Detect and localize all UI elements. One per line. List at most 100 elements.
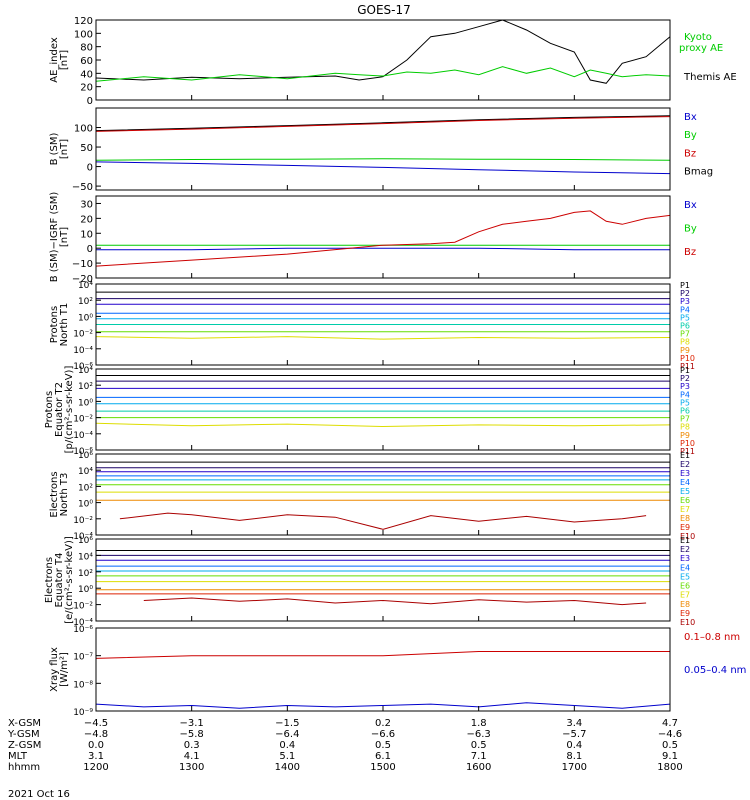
protons-t1-legend-P6: P6	[680, 322, 690, 331]
protons-t1-ytick-label: 10²	[78, 297, 93, 307]
ae-ytick-label: 20	[80, 83, 93, 94]
x-axis-value: 0.5	[662, 740, 678, 751]
protons-t2-legend-P11: P11	[680, 447, 695, 456]
bsm-legend-Bz: Bz	[684, 148, 696, 159]
x-axis-row-label: Z-GSM	[8, 740, 41, 751]
bsm-frame	[95, 107, 671, 191]
x-axis-value: 1200	[83, 762, 108, 773]
bdiff-ylabel: B (SM)−IGRF (SM)	[49, 192, 60, 283]
ae-series-0	[96, 20, 670, 84]
panel-electrons-t4: 10⁶ 10⁴ 10² 10⁰ 10⁻² 10⁻⁴ Electrons Equator T4[…	[44, 536, 695, 628]
protons-t1-ylabel: North T1	[59, 303, 70, 347]
panel-bdiff: −20 −10 0 10 20 30 B (SM)−IGRF (SM) [nT] Bx By Bz	[49, 192, 697, 285]
protons-t2-legend-P5: P5	[680, 398, 690, 407]
x-axis-value: −5.8	[180, 729, 204, 740]
protons-t1-legend-P4: P4	[680, 305, 690, 314]
x-axis-value: −4.6	[658, 729, 682, 740]
protons-t2-ytick-label: 10⁻⁴	[73, 431, 93, 441]
x-axis-value: 0.5	[471, 740, 487, 751]
plot-title: GOES-17	[357, 3, 411, 17]
protons-t1-legend-P2: P2	[680, 289, 690, 298]
electrons-t4-legend-E9: E9	[680, 609, 690, 618]
protons-t2-ylabel: [p/(cm²-s-sr-keV)]	[64, 366, 75, 454]
x-axis-value: −6.3	[467, 729, 491, 740]
xray-ytick-label: 10⁻⁶	[73, 625, 93, 635]
x-axis-value: 1400	[275, 762, 300, 773]
protons-t2-legend-P6: P6	[680, 407, 690, 416]
electrons-t4-ytick-label: 10⁴	[78, 552, 93, 562]
x-axis-value: −5.7	[562, 729, 586, 740]
ae-ytick-label: 0	[87, 96, 93, 107]
bsm-ytick-label: −50	[72, 182, 93, 193]
panel-protons-t2: 10⁴ 10² 10⁰ 10⁻² 10⁻⁴ 10⁻⁶ Protons Equator T2 [p…	[44, 366, 695, 457]
bdiff-ytick-label: −20	[72, 274, 93, 285]
protons-t1-legend-P11: P11	[680, 362, 695, 371]
xray-frame	[95, 627, 671, 712]
protons-t1-ytick-label: 10⁻²	[73, 330, 93, 340]
electrons-t3-legend-E3: E3	[680, 469, 690, 478]
ae-ytick-label: 120	[74, 16, 93, 27]
x-axis-value: 4.7	[662, 718, 678, 729]
bdiff-frame	[95, 195, 671, 279]
electrons-t3-series-8	[119, 512, 647, 530]
protons-t1-ytick-label: 10⁻⁴	[73, 346, 93, 356]
electrons-t3-frame	[95, 453, 671, 536]
bsm-series-3	[96, 161, 670, 175]
electrons-t3-legend-E2: E2	[680, 460, 690, 469]
electrons-t3-legend-E8: E8	[680, 514, 690, 523]
x-axis-value: 0.2	[375, 718, 391, 729]
bdiff-legend-Bz: Bz	[684, 247, 696, 258]
ae-frame	[95, 19, 671, 101]
protons-t2-ytick-label: 10⁰	[78, 398, 93, 408]
bsm-ylabel: [nT]	[59, 139, 70, 159]
bdiff-ytick-label: 10	[80, 229, 93, 240]
protons-t2-legend-P4: P4	[680, 390, 690, 399]
electrons-t4-legend-E2: E2	[680, 545, 690, 554]
electrons-t4-series-9	[143, 597, 647, 606]
bdiff-ytick-label: −10	[72, 259, 93, 270]
bdiff-series-1	[96, 247, 670, 251]
electrons-t4-ylabel: Equator T4	[54, 553, 65, 608]
ae-ytick-label: 40	[80, 69, 93, 80]
x-axis-value: 4.1	[184, 751, 200, 762]
electrons-t4-legend-E10: E10	[680, 618, 695, 627]
xray-ytick-label: 10⁻⁷	[73, 653, 93, 663]
x-axis-value: 1800	[657, 762, 682, 773]
electrons-t3-legend-E1: E1	[680, 451, 690, 460]
x-axis-value: 3.4	[566, 718, 582, 729]
protons-t2-ylabel: Equator T2	[54, 382, 65, 437]
ae-ytick-label: 100	[74, 29, 93, 40]
protons-t2-legend-P8: P8	[680, 423, 690, 432]
protons-t2-ytick-label: 10⁴	[78, 366, 93, 376]
electrons-t4-ylabel: Electrons	[44, 557, 55, 603]
bsm-ytick-label: 100	[74, 124, 93, 135]
protons-t2-ylabel: Protons	[44, 391, 55, 428]
x-axis-value: 0.4	[566, 740, 582, 751]
protons-t1-legend-P3: P3	[680, 297, 690, 306]
protons-t2-ytick-label: 10²	[78, 382, 93, 392]
electrons-t4-ytick-label: 10⁻⁴	[73, 618, 93, 628]
date-label: 2021 Oct 16	[8, 789, 70, 800]
electrons-t3-legend-E4: E4	[680, 478, 690, 487]
x-axis-value: −3.1	[180, 718, 204, 729]
bsm-series-2	[96, 158, 670, 161]
x-axis-value: −1.5	[275, 718, 299, 729]
protons-t2-ytick-label: 10⁻⁶	[73, 447, 93, 457]
electrons-t4-frame	[95, 538, 671, 622]
protons-t1-series-7	[96, 336, 670, 340]
protons-t2-legend-P9: P9	[680, 431, 690, 440]
x-axis-value: −4.5	[84, 718, 108, 729]
bsm-series-1	[96, 116, 670, 132]
x-axis-value: 8.1	[566, 751, 582, 762]
protons-t1-legend-P9: P9	[680, 346, 690, 355]
ae-series-1	[96, 66, 670, 82]
panel-xray: 10⁻⁶ 10⁻⁷ 10⁻⁸ 10⁻⁹ Xray flux [W/m²] 0.1–0.8 n…	[49, 625, 746, 718]
electrons-t4-legend-E1: E1	[680, 536, 690, 545]
electrons-t3-ytick-label: 10⁰	[78, 500, 93, 510]
x-axis-value: 0.3	[184, 740, 200, 751]
x-axis-value: 3.1	[88, 751, 104, 762]
x-axis-value: 1700	[562, 762, 587, 773]
